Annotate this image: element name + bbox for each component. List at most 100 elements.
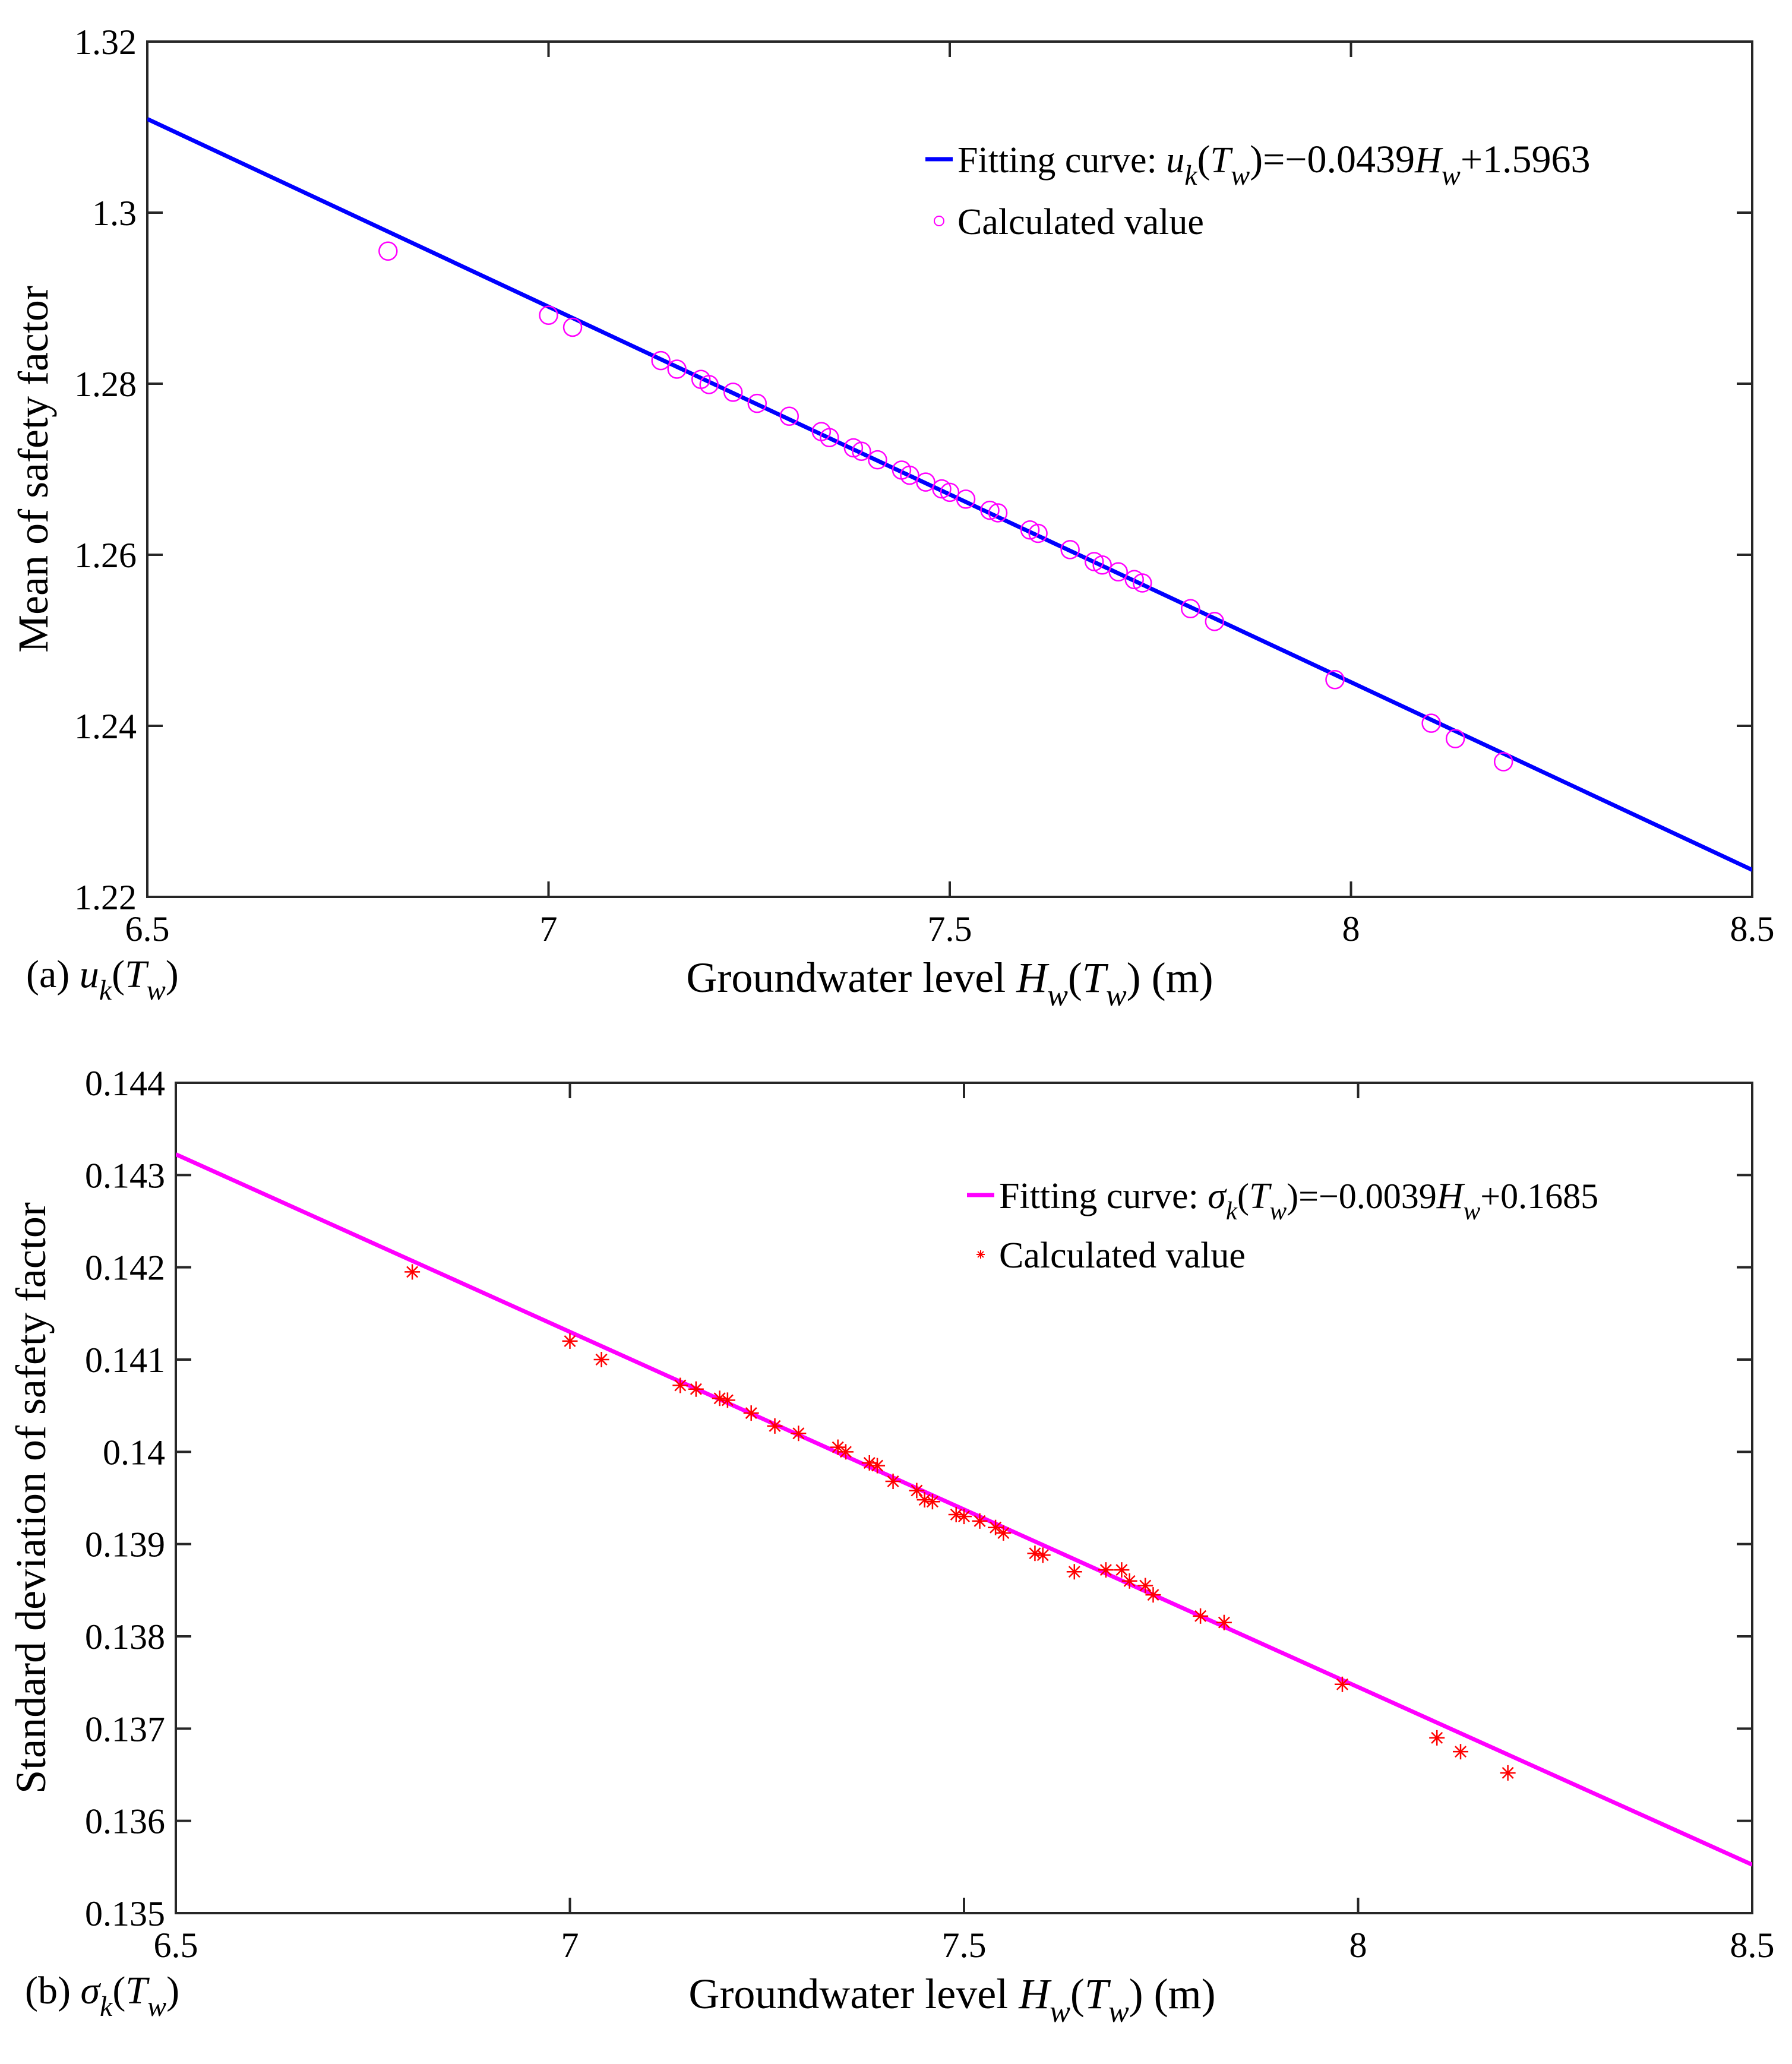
data-point bbox=[995, 1525, 1012, 1541]
data-point bbox=[830, 1439, 846, 1455]
data-point bbox=[1421, 713, 1441, 733]
data-point bbox=[1098, 1562, 1114, 1578]
data-point bbox=[1060, 540, 1080, 560]
x-tick-label: 6.5 bbox=[125, 909, 170, 949]
data-point bbox=[956, 1509, 972, 1525]
data-point bbox=[972, 1513, 988, 1529]
legend-fitting-curve: Fitting curve: uk(Tw)=−0.0439Hw+1.5963 bbox=[957, 138, 1591, 191]
data-point bbox=[1132, 573, 1152, 593]
chart-panel-a: 6.5 7 7.5 8 8.5 1.22 1.24 1.26 1.28 1.3 1.32 Mean o… bbox=[10, 23, 1775, 1013]
data-point bbox=[837, 1444, 854, 1460]
data-point bbox=[743, 1405, 759, 1421]
panel-label: (a) uk(Tw) bbox=[26, 953, 179, 1006]
data-point bbox=[672, 1377, 688, 1393]
data-point bbox=[1114, 1562, 1130, 1578]
y-tick-label: 1.32 bbox=[74, 23, 137, 62]
data-point bbox=[1493, 752, 1513, 772]
y-tick-label: 0.142 bbox=[85, 1248, 165, 1288]
data-point bbox=[924, 1494, 940, 1510]
data-point bbox=[916, 472, 935, 492]
data-point bbox=[1028, 523, 1048, 543]
y-tick-label: 0.139 bbox=[85, 1525, 165, 1564]
x-tick-label: 6.5 bbox=[154, 1926, 198, 1965]
legend: Fitting curve: uk(Tw)=−0.0439Hw+1.5963 Ca… bbox=[925, 138, 1591, 242]
y-tick-label: 1.24 bbox=[74, 707, 137, 746]
data-point bbox=[1121, 1573, 1137, 1589]
x-axis-label: Groundwater level Hw(Tw) (m) bbox=[686, 954, 1213, 1013]
data-point bbox=[820, 428, 839, 447]
data-point bbox=[539, 305, 558, 325]
x-tick-label: 8.5 bbox=[1730, 909, 1775, 949]
data-point bbox=[719, 1392, 735, 1408]
data-point bbox=[988, 1519, 1004, 1535]
y-axis-label: Mean of safety factor bbox=[10, 286, 57, 653]
x-tick-label: 8 bbox=[1349, 1926, 1367, 1965]
data-point bbox=[1108, 562, 1128, 582]
legend: Fitting curve: σk(Tw)=−0.0039Hw+0.1685 Ca… bbox=[967, 1176, 1598, 1276]
data-point bbox=[1193, 1608, 1209, 1624]
data-point bbox=[868, 450, 887, 470]
x-tick-label: 8.5 bbox=[1730, 1926, 1775, 1965]
y-tick-label: 0.141 bbox=[85, 1341, 165, 1380]
x-tick-label: 7.5 bbox=[928, 909, 972, 949]
y-tick-label: 0.144 bbox=[85, 1064, 165, 1103]
data-point bbox=[956, 489, 976, 509]
y-tick-label: 0.137 bbox=[85, 1709, 165, 1749]
data-point bbox=[1325, 669, 1345, 690]
data-point bbox=[1124, 570, 1144, 590]
y-tick-label: 0.143 bbox=[85, 1156, 165, 1195]
data-point bbox=[1205, 612, 1225, 631]
data-point bbox=[651, 350, 671, 371]
data-point bbox=[667, 359, 687, 379]
data-point bbox=[1500, 1765, 1516, 1781]
data-point bbox=[1216, 1614, 1232, 1630]
x-tick-label: 7 bbox=[540, 909, 558, 949]
fitting-curve-line bbox=[147, 117, 1752, 872]
data-point bbox=[843, 438, 864, 458]
y-tick-label: 1.26 bbox=[74, 536, 137, 575]
data-point bbox=[1181, 599, 1200, 618]
legend-fitting-curve: Fitting curve: σk(Tw)=−0.0039Hw+0.1685 bbox=[999, 1176, 1598, 1225]
legend-marker-swatch bbox=[934, 216, 944, 226]
data-point bbox=[1145, 1587, 1161, 1603]
data-point bbox=[699, 375, 719, 394]
data-point bbox=[1453, 1744, 1469, 1760]
y-tick-label: 1.22 bbox=[74, 878, 137, 917]
panel-label: (b) σk(Tw) bbox=[25, 1969, 179, 2022]
data-point bbox=[1020, 520, 1040, 540]
data-point bbox=[909, 1483, 925, 1499]
data-point bbox=[767, 1418, 783, 1434]
data-point bbox=[932, 479, 952, 499]
data-point bbox=[1066, 1564, 1082, 1580]
data-point bbox=[779, 406, 799, 426]
data-point bbox=[885, 1474, 901, 1490]
data-point bbox=[900, 465, 919, 485]
y-tick-label: 1.3 bbox=[92, 194, 137, 233]
data-point bbox=[688, 1381, 704, 1397]
legend-marker-swatch bbox=[976, 1250, 985, 1259]
data-point bbox=[723, 383, 743, 402]
data-point bbox=[1084, 552, 1104, 571]
data-point bbox=[940, 482, 960, 502]
y-tick-label: 1.28 bbox=[74, 365, 137, 404]
data-point bbox=[1445, 729, 1465, 748]
data-point bbox=[791, 1425, 807, 1442]
data-point bbox=[870, 1458, 886, 1474]
legend-calculated-value: Calculated value bbox=[999, 1235, 1246, 1276]
data-point bbox=[1092, 555, 1112, 575]
data-point bbox=[980, 500, 1000, 520]
legend-calculated-value: Calculated value bbox=[957, 202, 1204, 242]
data-point bbox=[562, 317, 583, 337]
data-point bbox=[747, 393, 767, 413]
y-tick-label: 0.138 bbox=[85, 1617, 165, 1657]
data-point bbox=[1035, 1547, 1051, 1563]
data-point bbox=[378, 241, 398, 261]
data-point bbox=[1429, 1730, 1445, 1746]
chart-panel-b: 6.5 7 7.5 8 8.5 0.135 0.136 0.137 0.138 0.139 0.14… bbox=[7, 1064, 1775, 2029]
data-point bbox=[562, 1333, 578, 1349]
data-point bbox=[1334, 1676, 1350, 1692]
x-axis-label: Groundwater level Hw(Tw) (m) bbox=[688, 1970, 1215, 2029]
data-point bbox=[593, 1352, 609, 1367]
y-axis-label: Standard deviation of safety factor bbox=[7, 1202, 55, 1794]
